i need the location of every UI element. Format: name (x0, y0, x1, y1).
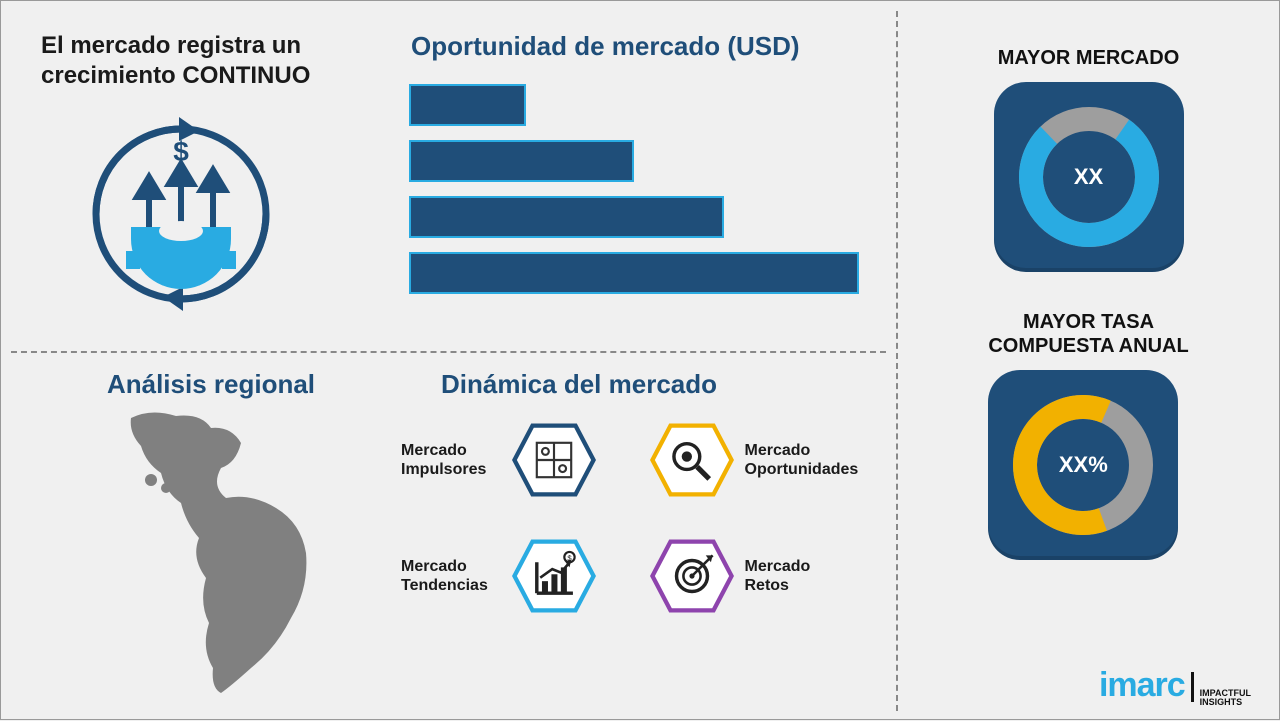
dyn-item-tendencias: $ Mercado Tendencias (401, 538, 629, 614)
growth-title-line2: crecimiento CONTINUO (41, 62, 310, 89)
dynamics-grid: Mercado Impulsores Mercado (401, 422, 876, 614)
left-column: El mercado registra un crecimiento CONTI… (1, 1, 896, 721)
donut-card-2: XX% (988, 370, 1178, 560)
hexagon-chart-icon: $ (511, 538, 597, 614)
quadrant-bottom: Análisis regional Dinámica del mercado (1, 351, 896, 721)
logo-tagline: IMPACTFUL INSIGHTS (1200, 689, 1251, 707)
growth-title-line1: El mercado registra un (41, 32, 301, 59)
growth-title: El mercado registra un crecimiento CONTI… (41, 31, 381, 91)
card-1-wrap: MAYOR MERCADO XX (994, 46, 1184, 272)
dyn-label: Mercado Tendencias (401, 557, 501, 595)
bar-2 (409, 140, 634, 182)
quadrant-top: El mercado registra un crecimiento CONTI… (1, 1, 896, 351)
donut-1-label: XX (1014, 102, 1164, 252)
main-grid: El mercado registra un crecimiento CONTI… (1, 1, 1279, 719)
horizontal-divider (11, 351, 886, 353)
hexagon-magnify-icon (649, 422, 735, 498)
donut-card-1: XX (994, 82, 1184, 272)
card-2-wrap: MAYOR TASA COMPUESTA ANUAL XX% (988, 310, 1188, 560)
right-column: MAYOR MERCADO XX MAYOR TASA COMPUESTA AN… (896, 1, 1280, 721)
bar-3 (409, 196, 724, 238)
growth-block: El mercado registra un crecimiento CONTI… (41, 31, 381, 341)
logo-separator (1191, 672, 1194, 702)
dyn-label: Mercado Impulsores (401, 441, 501, 479)
hexagon-target-icon (649, 538, 735, 614)
opportunity-title: Oportunidad de mercado (USD) (411, 31, 876, 62)
latin-america-map-icon (41, 408, 381, 698)
dyn-item-retos: Mercado Retos (649, 538, 877, 614)
card-1-title: MAYOR MERCADO (994, 46, 1184, 70)
opportunity-bars (401, 84, 876, 294)
opportunity-block: Oportunidad de mercado (USD) (401, 31, 876, 341)
vertical-divider (896, 11, 898, 711)
brand-logo: imarc IMPACTFUL INSIGHTS (1099, 666, 1251, 707)
dyn-item-impulsores: Mercado Impulsores (401, 422, 629, 498)
dynamics-block: Dinámica del mercado Mercado (401, 369, 876, 711)
svg-text:$: $ (567, 554, 572, 563)
dynamics-title: Dinámica del mercado (441, 369, 876, 400)
logo-text: imarc (1099, 666, 1185, 705)
regional-block: Análisis regional (41, 369, 381, 711)
bar-1 (409, 84, 526, 126)
dyn-item-oportunidades: Mercado Oportunidades (649, 422, 877, 498)
bar-4 (409, 252, 859, 294)
dyn-label: Mercado Oportunidades (745, 441, 865, 479)
donut-2-label: XX% (1008, 390, 1158, 540)
dyn-label: Mercado Retos (745, 557, 865, 595)
regional-title: Análisis regional (41, 369, 381, 400)
growth-cycle-icon: $ (41, 109, 381, 324)
card-2-title: MAYOR TASA COMPUESTA ANUAL (988, 310, 1188, 358)
hexagon-puzzle-icon (511, 422, 597, 498)
